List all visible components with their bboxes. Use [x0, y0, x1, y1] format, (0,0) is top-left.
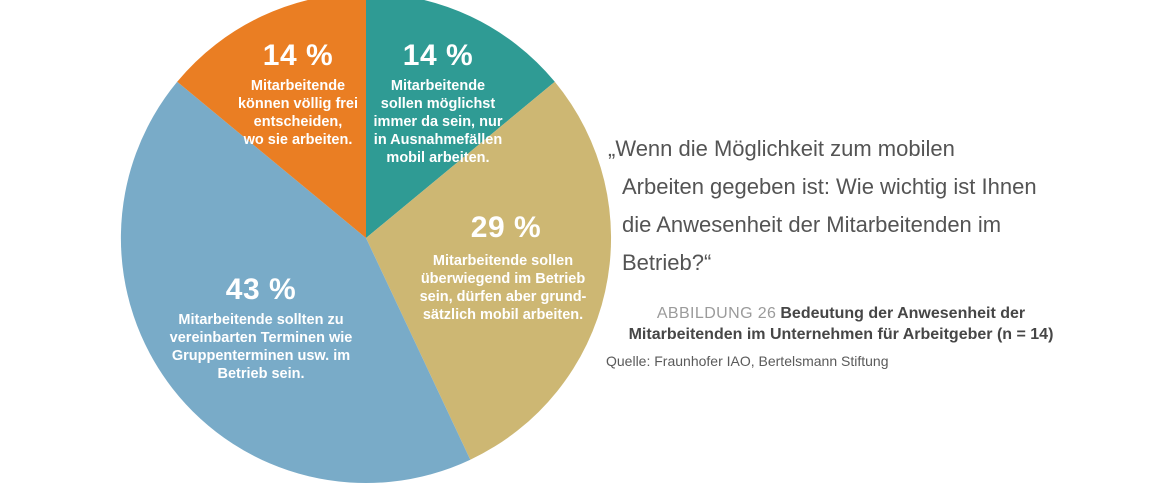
- pie-label-blue: Mitarbeitende sollten zu vereinbarten Te…: [169, 312, 353, 382]
- pie-label-tan: Mitarbeitende sollen überwiegend im Betr…: [419, 253, 587, 323]
- figure-number-label: ABBILDUNG 26: [656, 305, 777, 322]
- pie-slice-orange: [177, 0, 366, 238]
- figure-source: Quelle: Fraunhofer IAO, Bertelsmann Stif…: [606, 353, 889, 369]
- pie-slice-blue: [120, 81, 471, 484]
- pie-label-teal: Mitarbeitende sollen möglichst immer da …: [373, 78, 503, 166]
- pie-label-orange: Mitarbeitende können völlig frei entsche…: [237, 78, 359, 148]
- pie-value-blue: 43 %: [225, 273, 297, 306]
- pie-value-orange: 14 %: [262, 39, 334, 72]
- pie-value-tan: 29 %: [470, 211, 542, 244]
- figure-caption: ABBILDUNG 26 Bedeutung der Anwesenheit de…: [606, 303, 1076, 370]
- pie-slice-teal: [366, 0, 555, 238]
- pie-slice-tan: [366, 81, 612, 460]
- figure-caption-title: ABBILDUNG 26 Bedeutung der Anwesenheit de…: [606, 303, 1076, 345]
- pie-value-teal: 14 %: [402, 39, 474, 72]
- figure-title-line2: Mitarbeitenden im Unternehmen für Arbeit…: [628, 326, 1054, 343]
- survey-question-quote: „Wenn die Möglichkeit zum mobilen Arbeit…: [608, 136, 1037, 275]
- figure-title-line1: Bedeutung der Anwesenheit der: [780, 305, 1026, 322]
